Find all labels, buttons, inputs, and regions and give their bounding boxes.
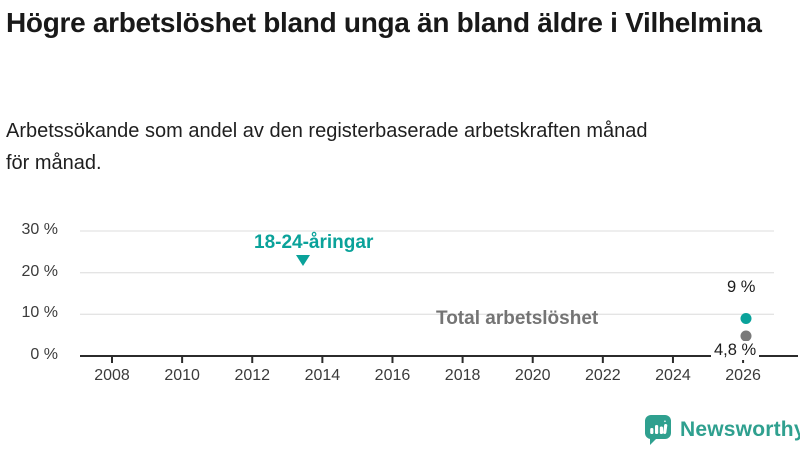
newsworthy-logo[interactable]: Newsworthy xyxy=(644,414,800,445)
y-tick-label: 20 % xyxy=(21,262,58,280)
series-label-arrow-down-icon xyxy=(296,255,310,266)
x-tick-label: 2014 xyxy=(304,367,341,384)
series-label-total: Total arbetslöshet xyxy=(436,308,599,329)
newsworthy-logo-text: Newsworthy xyxy=(680,417,800,441)
x-tick-label: 2010 xyxy=(164,367,200,384)
x-tick-label: 2018 xyxy=(444,367,481,384)
chart-subtitle: Arbetssökande som andel av den registerb… xyxy=(6,120,648,174)
x-tick-label: 2024 xyxy=(655,367,691,384)
series-label-young: 18-24-åringar xyxy=(254,232,374,253)
y-tick-label: 10 % xyxy=(21,304,58,322)
y-tick-label: 30 % xyxy=(21,220,58,238)
end-value-young: 9 % xyxy=(727,278,756,296)
x-tick-label: 2016 xyxy=(374,367,411,384)
x-tick-label: 2008 xyxy=(94,367,130,384)
newsworthy-logo-icon xyxy=(645,415,671,445)
x-tick-label: 2026 xyxy=(725,367,761,384)
x-tick-label: 2020 xyxy=(514,367,551,384)
end-value-total: 4,8 % xyxy=(711,341,760,360)
y-tick-label: 0 % xyxy=(30,346,58,363)
series-end-dot xyxy=(740,312,752,324)
x-tick-label: 2022 xyxy=(585,367,621,384)
x-tick-label: 2012 xyxy=(234,367,271,384)
chart-title: Högre arbetslöshet bland unga än bland ä… xyxy=(6,7,762,38)
series-end-dot xyxy=(740,330,752,342)
